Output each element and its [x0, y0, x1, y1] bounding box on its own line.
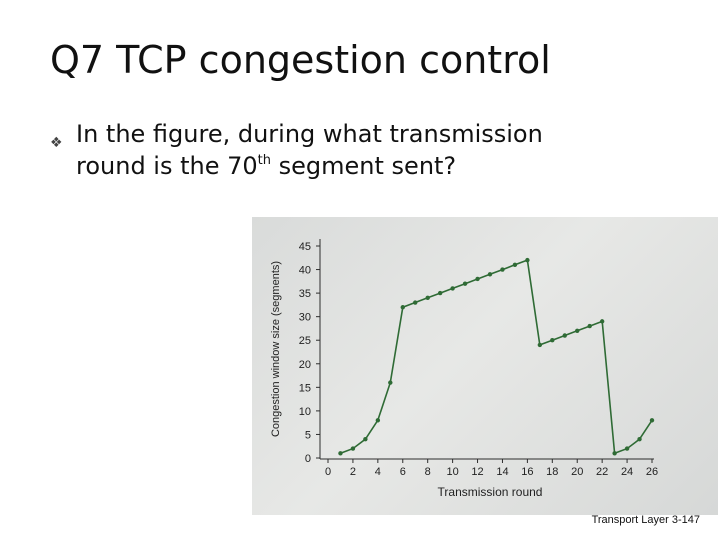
data-point — [462, 281, 468, 286]
bullet-line-2-start: round is the 70 — [76, 152, 258, 180]
data-point — [512, 262, 518, 268]
data-point — [637, 436, 642, 442]
bullet-superscript: th — [257, 153, 272, 168]
diamond-bullet-icon: ❖ — [50, 135, 63, 151]
data-point — [437, 290, 443, 296]
y-tick-label: 10 — [299, 406, 311, 418]
data-point — [624, 446, 630, 451]
series-line — [340, 259, 653, 455]
y-tick-label: 40 — [299, 265, 311, 277]
data-point — [525, 257, 530, 263]
y-tick-label: 30 — [299, 312, 311, 324]
x-tick-label: 16 — [521, 466, 533, 478]
data-point — [375, 418, 381, 423]
x-tick-label: 2 — [350, 466, 356, 478]
data-point — [338, 451, 343, 456]
footer-page-label: Transport Layer 3-147 — [591, 514, 700, 526]
data-point — [575, 328, 580, 333]
data-point — [450, 286, 455, 291]
y-tick-label: 0 — [305, 453, 311, 465]
y-tick-label: 15 — [299, 382, 311, 394]
bullet-line-2-end: segment sent? — [271, 152, 457, 180]
chart-series — [338, 257, 655, 456]
figure-photo: 0 5 10 15 20 25 30 35 40 45 0 2 4 6 8 10 12 14 16 18 20 22 24 2… — [252, 217, 718, 515]
x-tick-label: 14 — [496, 466, 508, 478]
y-tick-label: 35 — [299, 288, 311, 300]
data-point — [550, 338, 555, 343]
y-tick-label: 20 — [299, 359, 311, 371]
bullet-line-1: In the figure, during what transmission — [76, 120, 543, 148]
x-tick-label: 26 — [646, 466, 658, 478]
data-point — [487, 272, 493, 277]
y-axis-label: Congestion window size (segments) — [270, 261, 282, 437]
data-point — [363, 436, 368, 442]
data-point — [649, 418, 655, 423]
data-point — [388, 380, 393, 385]
x-tick-label: 18 — [546, 466, 558, 478]
x-tick-label: 12 — [471, 466, 483, 478]
x-tick-label: 6 — [400, 466, 406, 478]
x-tick-label: 8 — [425, 466, 431, 478]
data-point — [425, 295, 430, 301]
chart-axes — [319, 239, 654, 460]
bullet-text: In the figure, during what transmission … — [76, 118, 616, 182]
data-point — [413, 300, 418, 305]
x-tick-label: 0 — [325, 466, 331, 478]
data-point — [562, 333, 567, 338]
data-point — [612, 451, 617, 456]
y-tick-label: 5 — [305, 429, 311, 441]
data-point — [400, 305, 405, 310]
data-point — [587, 323, 592, 329]
x-tick-label: 24 — [621, 466, 633, 478]
y-tick-label: 45 — [299, 241, 311, 253]
x-tick-label: 20 — [571, 466, 583, 478]
x-tick-label: 10 — [446, 466, 458, 478]
slide-title: Q7 TCP congestion control — [50, 38, 551, 82]
x-tick-label: 4 — [375, 466, 381, 478]
x-tick-label: 22 — [596, 466, 608, 478]
data-point — [537, 342, 543, 348]
data-point — [599, 319, 605, 324]
data-point — [475, 276, 480, 282]
data-point — [350, 446, 356, 451]
y-tick-label: 25 — [299, 335, 311, 347]
x-axis-label: Transmission round — [438, 485, 543, 499]
data-point — [500, 267, 505, 272]
